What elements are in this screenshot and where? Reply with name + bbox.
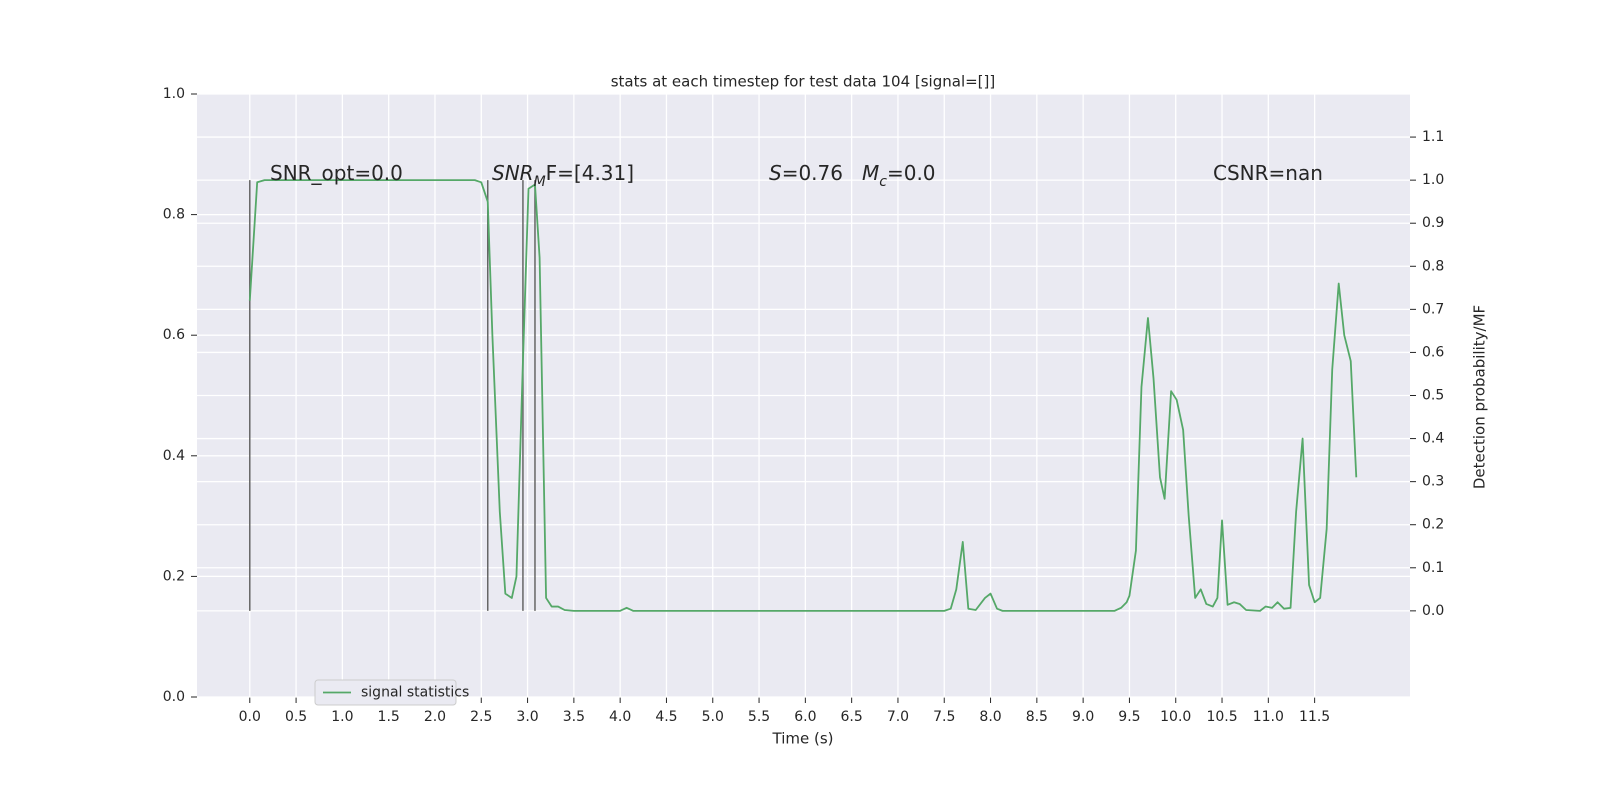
x-axis-label: Time (s) (772, 730, 834, 748)
annotation: Mc=0.0 (862, 161, 936, 191)
legend-box (314, 679, 457, 706)
annotation: S=0.76 (769, 161, 843, 185)
y2-axis-label: Detection probability/MF (1471, 305, 1489, 489)
x-tick-label: 2.5 (470, 709, 492, 725)
x-tick-label: 0.5 (285, 709, 307, 725)
y2-tick-label: 0.1 (1422, 560, 1444, 576)
data-line (248, 179, 1358, 612)
x-tick-label: 1.0 (331, 709, 353, 725)
x-tick-label: 0.0 (239, 709, 261, 725)
annotation-part: =0.0 (887, 161, 936, 185)
y-tick-label: 0.0 (163, 689, 185, 705)
x-tick-label: 7.5 (933, 709, 955, 725)
legend-label: signal statistics (361, 685, 469, 701)
x-tick-label: 4.5 (655, 709, 677, 725)
y2-tick-label: 0.8 (1422, 258, 1444, 274)
annotation-part: =0.76 (782, 161, 843, 185)
y2-tick-label: 0.2 (1422, 517, 1444, 533)
y2-tick-label: 0.5 (1422, 388, 1444, 404)
annotation-part: F=[4.31] (546, 161, 634, 185)
x-tick-label: 9.5 (1118, 709, 1140, 725)
y-tick-label: 0.4 (163, 448, 185, 464)
annotation-part: S (769, 161, 782, 185)
x-tick-label: 5.0 (702, 709, 724, 725)
chart-title: stats at each timestep for test data 104… (611, 73, 996, 91)
x-tick-label: 2.0 (424, 709, 446, 725)
x-tick-label: 1.5 (378, 709, 400, 725)
x-tick-label: 7.0 (887, 709, 909, 725)
annotation-part: SNR_opt=0.0 (270, 161, 403, 185)
x-tick-label: 10.5 (1206, 709, 1237, 725)
y-tick-label: 0.2 (163, 568, 185, 584)
y2-tick-label: 0.3 (1422, 474, 1444, 490)
x-tick-label: 8.5 (1026, 709, 1048, 725)
x-tick-label: 9.0 (1072, 709, 1094, 725)
x-tick-label: 5.5 (748, 709, 770, 725)
x-tick-label: 6.5 (841, 709, 863, 725)
x-tick-label: 3.5 (563, 709, 585, 725)
y2-tick-label: 0.0 (1422, 603, 1444, 619)
y2-tick-label: 0.4 (1422, 431, 1444, 447)
y2-tick-label: 0.9 (1422, 215, 1444, 231)
y-tick-label: 0.8 (163, 207, 185, 223)
x-tick-label: 8.0 (979, 709, 1001, 725)
y-tick-label: 0.6 (163, 327, 185, 343)
y2-tick-label: 0.6 (1422, 344, 1444, 360)
x-tick-label: 4.0 (609, 709, 631, 725)
y2-tick-label: 1.1 (1422, 129, 1444, 145)
y2-tick-label: 1.0 (1422, 172, 1444, 188)
x-tick-label: 6.0 (794, 709, 816, 725)
annotation: CSNR=nan (1213, 161, 1323, 185)
annotation-part: CSNR=nan (1213, 161, 1323, 185)
annotation-part: c (879, 174, 887, 190)
x-tick-label: 10.0 (1160, 709, 1191, 725)
y-tick-label: 1.0 (163, 86, 185, 102)
x-tick-label: 3.0 (516, 709, 538, 725)
annotation-part: M (862, 161, 879, 185)
annotation: SNRMF=[4.31] (492, 161, 634, 191)
annotation: SNR_opt=0.0 (270, 161, 403, 185)
annotation-part: SNR (492, 161, 534, 185)
annotation-part: M (534, 174, 546, 190)
x-tick-label: 11.5 (1299, 709, 1330, 725)
x-tick-label: 11.0 (1253, 709, 1284, 725)
y2-tick-label: 0.7 (1422, 301, 1444, 317)
